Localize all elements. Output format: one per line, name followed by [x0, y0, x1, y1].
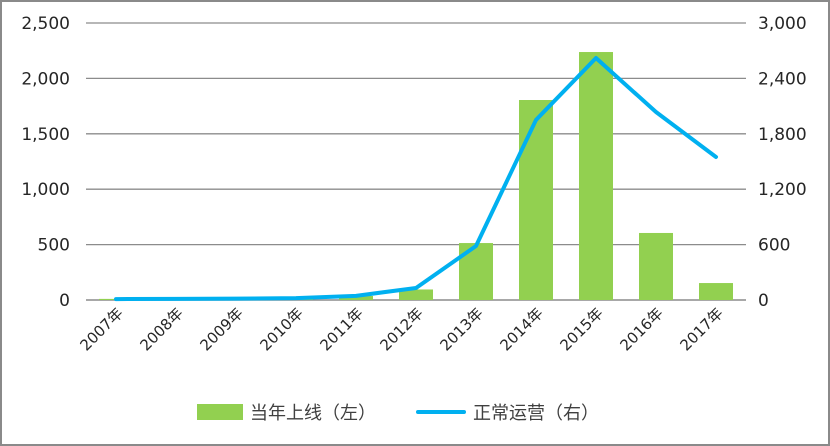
x-tick-label: 2014年 — [496, 304, 546, 354]
right-tick-label: 1,200 — [758, 180, 807, 200]
bar — [579, 52, 613, 300]
legend-bar-label: 当年上线（左） — [250, 403, 376, 424]
legend-bar-swatch — [197, 404, 243, 420]
x-tick-label: 2011年 — [316, 304, 366, 354]
left-tick-label: 0 — [59, 291, 70, 311]
x-tick-label: 2010年 — [256, 304, 306, 354]
x-tick-label: 2009年 — [196, 304, 246, 354]
left-tick-label: 2,500 — [21, 14, 70, 34]
right-tick-label: 3,000 — [758, 14, 807, 34]
legend: 当年上线（左） 正常运营（右） — [197, 403, 599, 424]
bar-series — [99, 52, 733, 300]
legend-line-label: 正常运营（右） — [473, 403, 599, 424]
left-tick-label: 2,000 — [21, 69, 70, 89]
left-axis-ticks: 0 500 1,000 1,500 2,000 2,500 — [21, 14, 70, 311]
left-tick-label: 500 — [38, 236, 70, 256]
right-tick-label: 2,400 — [758, 69, 807, 89]
x-tick-label: 2012年 — [376, 304, 426, 354]
bar — [459, 243, 493, 300]
right-tick-label: 1,800 — [758, 125, 807, 145]
bar — [519, 100, 553, 300]
bar — [699, 283, 733, 300]
line-series — [114, 55, 718, 302]
right-axis-ticks: 0 600 1,200 1,800 2,400 3,000 — [758, 14, 807, 311]
left-tick-label: 1,500 — [21, 125, 70, 145]
bar — [639, 232, 673, 300]
left-tick-label: 1,000 — [21, 180, 70, 200]
right-tick-label: 600 — [758, 236, 790, 256]
x-tick-label: 2016年 — [616, 304, 666, 354]
x-tick-label: 2007年 — [76, 304, 126, 354]
x-tick-label: 2015年 — [556, 304, 606, 354]
x-tick-label: 2013年 — [436, 304, 486, 354]
x-tick-label: 2008年 — [136, 304, 186, 354]
bar — [339, 296, 373, 300]
x-tick-label: 2017年 — [676, 304, 726, 354]
line-path — [114, 55, 718, 302]
right-tick-label: 0 — [758, 291, 769, 311]
bar — [399, 289, 433, 300]
x-axis-ticks: 2007年 2008年 2009年 2010年 2011年 2012年 2013年 2014年… — [76, 304, 726, 354]
